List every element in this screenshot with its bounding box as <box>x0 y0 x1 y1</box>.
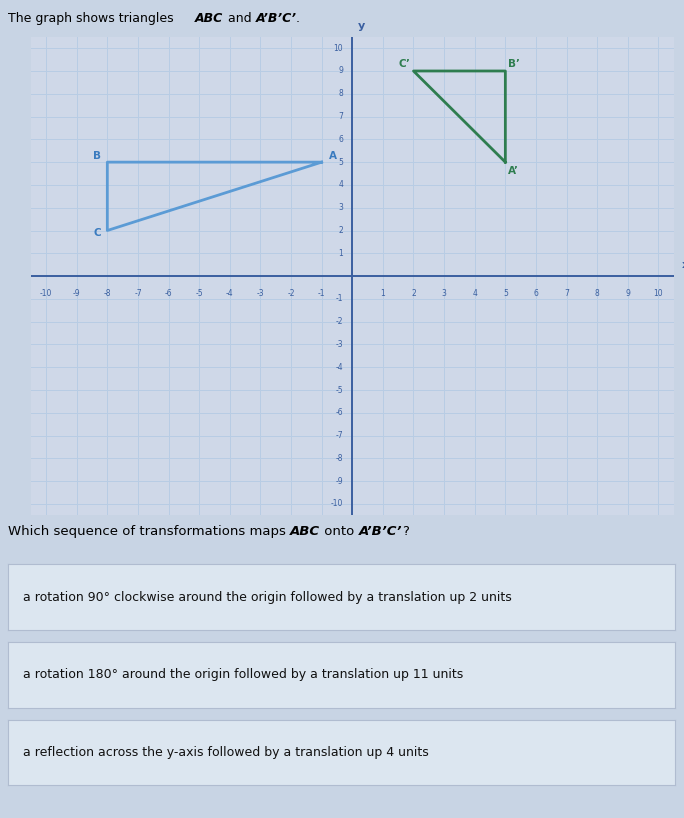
Text: 1: 1 <box>339 249 343 258</box>
Text: 9: 9 <box>338 66 343 75</box>
Text: C: C <box>94 228 101 238</box>
Text: B: B <box>93 151 101 160</box>
Text: 9: 9 <box>625 289 630 298</box>
Text: -2: -2 <box>287 289 295 298</box>
Text: 8: 8 <box>339 89 343 98</box>
Text: ABC: ABC <box>195 12 223 25</box>
Text: -8: -8 <box>336 454 343 463</box>
Text: B’: B’ <box>508 59 521 69</box>
Text: a rotation 180° around the origin followed by a translation up 11 units: a rotation 180° around the origin follow… <box>23 668 463 681</box>
Text: A’B’C’: A’B’C’ <box>256 12 297 25</box>
Text: 10: 10 <box>654 289 663 298</box>
Text: 6: 6 <box>534 289 538 298</box>
Text: A’B’C’: A’B’C’ <box>359 525 402 538</box>
Text: y: y <box>358 21 365 31</box>
Text: -6: -6 <box>335 408 343 417</box>
Text: -3: -3 <box>335 340 343 349</box>
Text: ?: ? <box>402 525 409 538</box>
Text: -4: -4 <box>226 289 234 298</box>
Text: -9: -9 <box>73 289 81 298</box>
Text: 4: 4 <box>472 289 477 298</box>
Text: 2: 2 <box>339 226 343 235</box>
Text: ABC: ABC <box>290 525 321 538</box>
Text: A’: A’ <box>508 165 519 176</box>
Text: .: . <box>295 12 300 25</box>
Text: Which sequence of transformations maps: Which sequence of transformations maps <box>8 525 290 538</box>
Text: x: x <box>681 260 684 271</box>
Text: C’: C’ <box>399 59 410 69</box>
Text: -1: -1 <box>336 294 343 303</box>
Text: -5: -5 <box>335 385 343 394</box>
Text: -5: -5 <box>196 289 203 298</box>
Text: and: and <box>224 12 255 25</box>
Text: -7: -7 <box>134 289 142 298</box>
Text: 7: 7 <box>338 112 343 121</box>
Text: 8: 8 <box>595 289 600 298</box>
Text: onto: onto <box>321 525 359 538</box>
Text: -3: -3 <box>256 289 264 298</box>
Text: -10: -10 <box>330 500 343 509</box>
Text: The graph shows triangles: The graph shows triangles <box>8 12 178 25</box>
Text: a reflection across the y-axis followed by a translation up 4 units: a reflection across the y-axis followed … <box>23 746 429 759</box>
Text: 5: 5 <box>338 158 343 167</box>
Text: -8: -8 <box>103 289 111 298</box>
Text: -1: -1 <box>318 289 326 298</box>
Text: 1: 1 <box>380 289 385 298</box>
Text: -9: -9 <box>335 477 343 486</box>
Text: -2: -2 <box>336 317 343 326</box>
Text: 5: 5 <box>503 289 508 298</box>
Text: 4: 4 <box>338 181 343 190</box>
Text: a rotation 90° clockwise around the origin followed by a translation up 2 units: a rotation 90° clockwise around the orig… <box>23 591 512 604</box>
Text: 7: 7 <box>564 289 569 298</box>
Text: 2: 2 <box>411 289 416 298</box>
Text: 3: 3 <box>338 203 343 212</box>
Text: A: A <box>329 151 337 160</box>
Text: 6: 6 <box>338 135 343 144</box>
Text: -7: -7 <box>335 431 343 440</box>
Text: 3: 3 <box>442 289 447 298</box>
Text: -10: -10 <box>40 289 52 298</box>
Text: -4: -4 <box>335 362 343 371</box>
Text: 10: 10 <box>333 43 343 52</box>
Text: -6: -6 <box>165 289 172 298</box>
